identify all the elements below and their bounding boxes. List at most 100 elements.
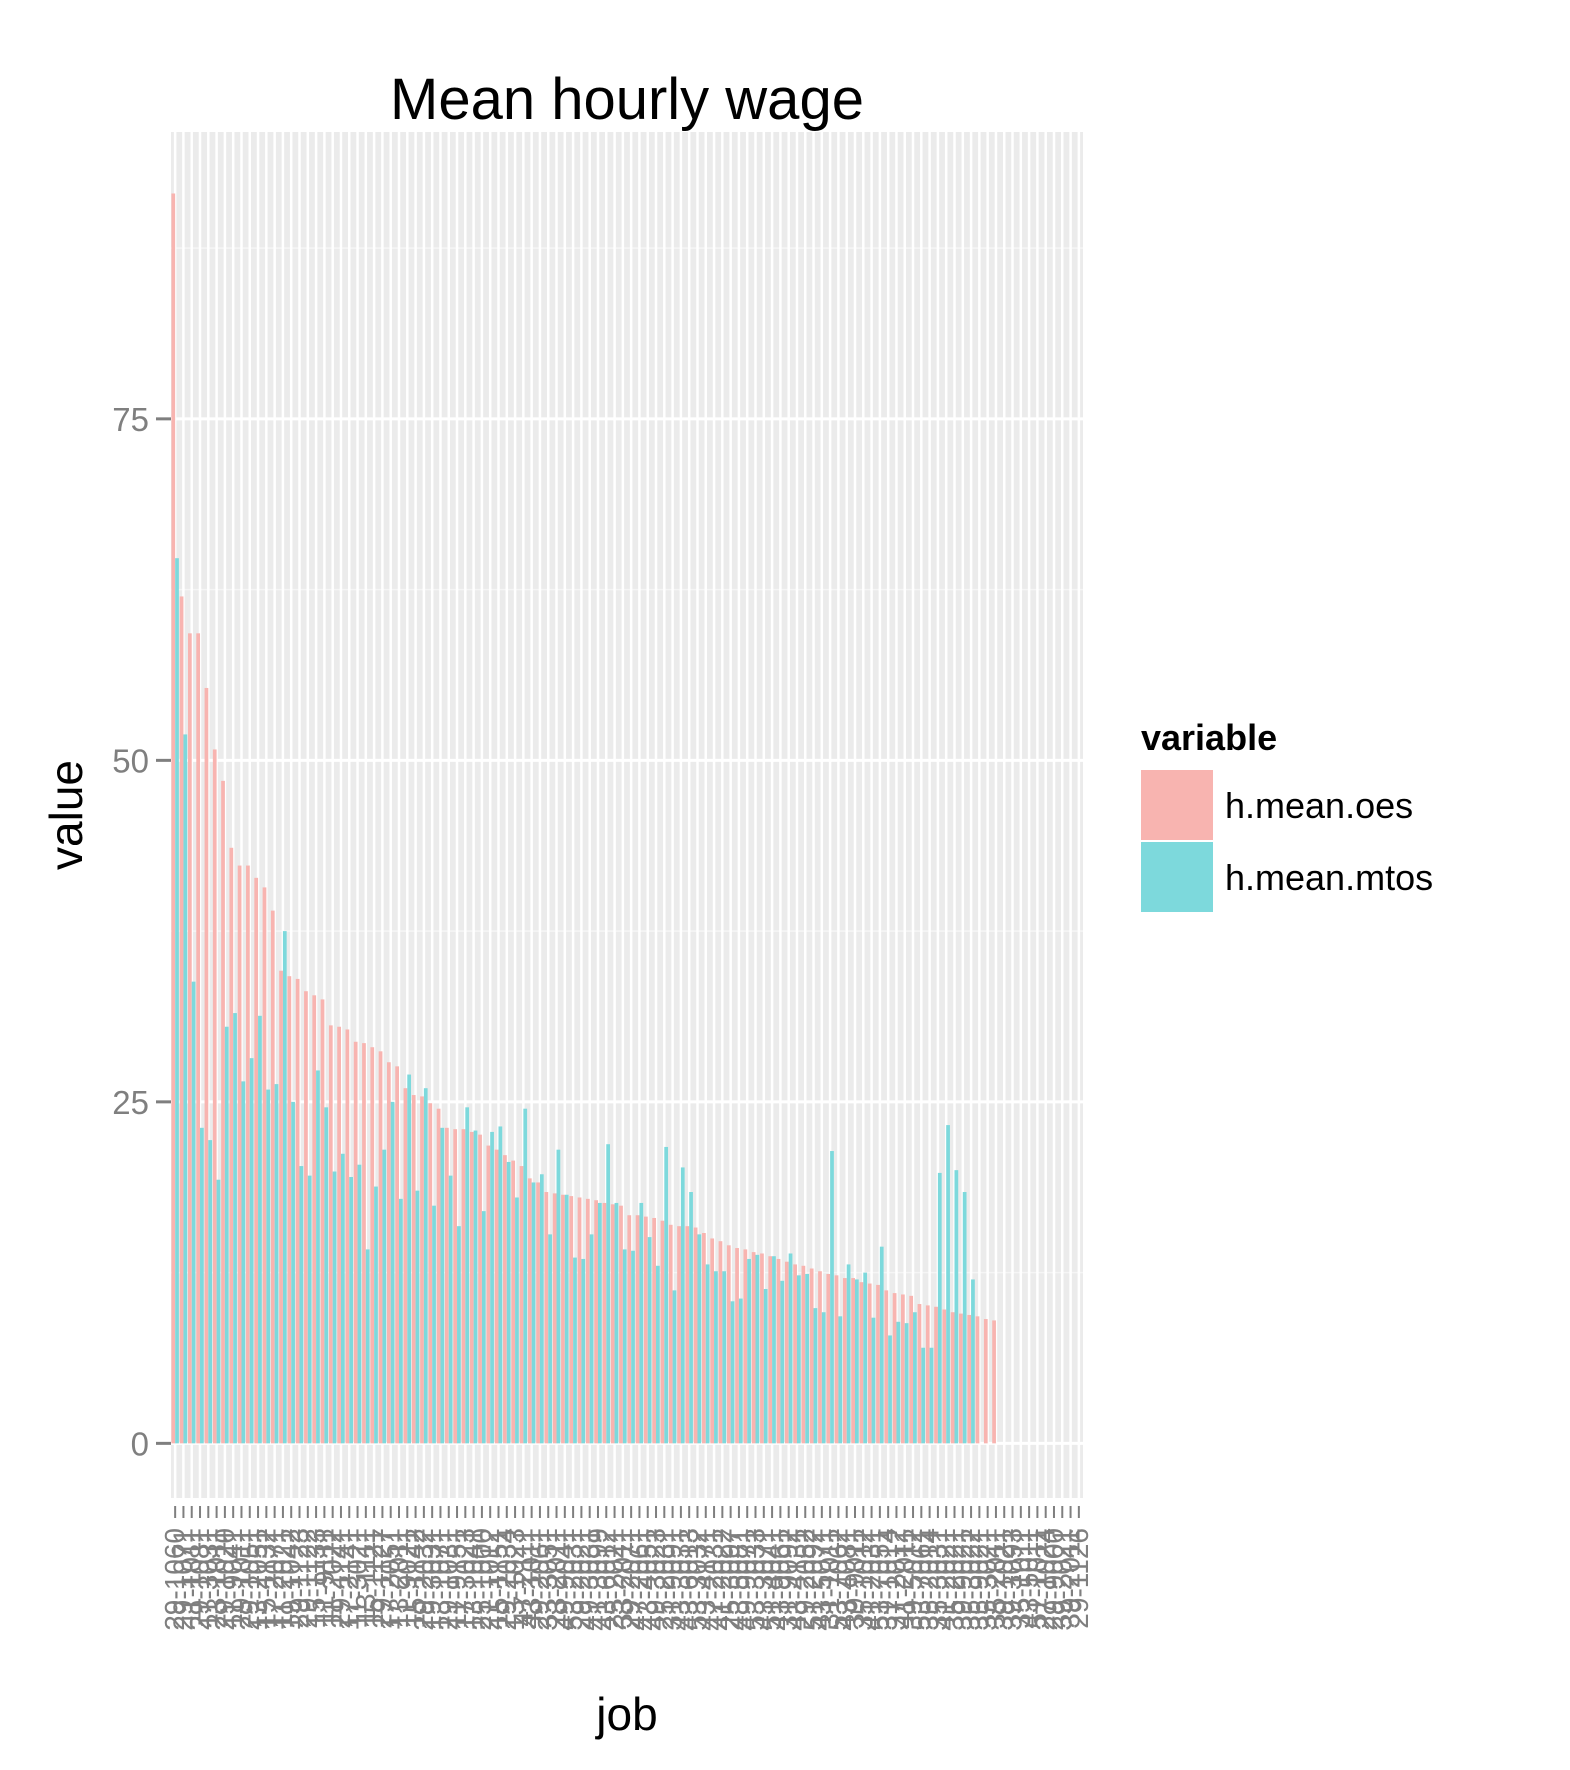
- x-tick-label: 39-9011: [839, 1528, 870, 1629]
- bar-h-mean-mtos: [631, 1250, 635, 1444]
- bar-h-mean-oes: [312, 995, 317, 1444]
- bar-h-mean-mtos: [830, 1151, 834, 1444]
- x-tick-label: 19-3031: [416, 1528, 447, 1631]
- bar-h-mean-oes: [196, 633, 201, 1444]
- x-tick-label: 11-9021: [391, 1528, 422, 1629]
- x-tick-label: 31-1011: [814, 1528, 845, 1629]
- bar-h-mean-mtos: [788, 1253, 793, 1444]
- bar-h-mean-oes: [627, 1215, 632, 1444]
- bar-h-mean-mtos: [407, 1074, 412, 1444]
- x-tick-label: 53-3032: [681, 1528, 712, 1631]
- bar-h-mean-mtos: [805, 1273, 809, 1444]
- x-tick-label: 11-3021: [342, 1528, 373, 1629]
- bar-h-mean-mtos: [523, 1108, 528, 1444]
- x-tick-label: 29-1051: [234, 1528, 265, 1631]
- bar-h-mean-oes: [254, 877, 259, 1444]
- bar-h-mean-mtos: [962, 1192, 967, 1444]
- bar-h-mean-oes: [793, 1264, 797, 1444]
- bar-h-mean-oes: [959, 1313, 963, 1444]
- x-tick-label: 21-1012: [474, 1528, 505, 1631]
- bar-h-mean-oes: [760, 1253, 764, 1444]
- bar-h-mean-mtos: [548, 1234, 552, 1444]
- bar-h-mean-mtos: [813, 1308, 818, 1444]
- x-tick-label: 15-1142: [400, 1528, 431, 1629]
- x-tick-label: 29-2071: [615, 1528, 646, 1631]
- bar-h-mean-oes: [179, 596, 184, 1444]
- x-tick-label: 49-3031: [574, 1528, 605, 1631]
- bar-h-mean-mtos: [714, 1271, 718, 1444]
- bar-h-mean-oes: [370, 1047, 375, 1444]
- bar-h-mean-oes: [295, 978, 300, 1444]
- x-tick-label: 35-3021: [972, 1528, 1003, 1631]
- bar-h-mean-oes: [735, 1248, 739, 1444]
- x-tick-label: 13-1023: [499, 1528, 530, 1631]
- bar-h-mean-oes: [901, 1294, 905, 1444]
- bar-h-mean-mtos: [432, 1205, 436, 1444]
- x-tick-label: 29-1031: [433, 1528, 464, 1631]
- bar-h-mean-oes: [718, 1241, 723, 1444]
- x-tick-label: 29-2061: [524, 1528, 555, 1631]
- x-tick-label: 33-3051: [532, 1528, 563, 1631]
- bar-h-mean-oes: [353, 1041, 358, 1444]
- x-tick-label: 35-1012: [847, 1528, 878, 1631]
- bar-h-mean-mtos: [855, 1279, 859, 1444]
- x-tick-label: 29-1127: [366, 1528, 397, 1629]
- bar-h-mean-mtos: [639, 1202, 644, 1444]
- bar-h-mean-oes: [610, 1204, 615, 1444]
- x-tick-label: 11-2022: [317, 1528, 348, 1629]
- x-tick-label: 25-1000: [466, 1528, 497, 1631]
- bar-h-mean-oes: [577, 1197, 582, 1444]
- x-tick-label: 29-1141: [325, 1528, 356, 1629]
- bar-h-mean-mtos: [175, 558, 179, 1444]
- x-tick-label: 29-1122: [292, 1528, 323, 1629]
- x-tick-label: 51-4041: [756, 1528, 787, 1631]
- bar-h-mean-oes: [212, 749, 217, 1444]
- x-tick-label: 25-3097: [715, 1528, 746, 1631]
- x-tick-label: 11-9041: [217, 1528, 248, 1629]
- bar-h-mean-mtos: [664, 1146, 669, 1444]
- bar-h-mean-mtos: [838, 1316, 843, 1444]
- bar-h-mean-mtos: [448, 1175, 453, 1444]
- bar-h-mean-oes: [536, 1182, 540, 1444]
- x-tick-label: 35-3022: [955, 1528, 986, 1631]
- bar-h-mean-mtos: [531, 1182, 536, 1444]
- bar-h-mean-mtos: [863, 1272, 868, 1444]
- bar-h-mean-mtos: [755, 1254, 760, 1444]
- x-tick-label: 11-3031: [192, 1528, 223, 1629]
- bar-h-mean-oes: [809, 1268, 814, 1444]
- x-tick-label: 13-1071: [424, 1528, 455, 1631]
- bar-h-mean-oes: [726, 1245, 731, 1444]
- bar-h-mean-oes: [768, 1256, 773, 1444]
- x-tick-label: 43-6013: [673, 1528, 704, 1631]
- x-tick-label: 29-1126: [1063, 1528, 1094, 1629]
- bar-h-mean-mtos: [490, 1131, 494, 1444]
- bar-h-mean-mtos: [846, 1264, 851, 1444]
- x-tick-label: 43-5081: [723, 1528, 754, 1631]
- x-tick-label: 31-9091: [657, 1528, 688, 1631]
- x-tick-label: 29-1011: [225, 1528, 256, 1629]
- x-tick-label: 39-5012: [897, 1528, 928, 1631]
- x-tick-label: 29-1123: [284, 1528, 315, 1629]
- bar-h-mean-oes: [668, 1224, 673, 1444]
- bar-h-mean-mtos: [871, 1317, 876, 1444]
- x-tick-label: 17-2141: [333, 1528, 364, 1631]
- bar-h-mean-oes: [884, 1290, 889, 1444]
- x-tick-label: 29-2032: [408, 1528, 439, 1631]
- bar-h-mean-mtos: [266, 1089, 271, 1444]
- plot-area: [171, 132, 1083, 1498]
- x-tick-label: 41-2031: [856, 1528, 887, 1631]
- x-tick-label: 11-9111: [308, 1528, 339, 1625]
- bar-h-mean-oes: [287, 976, 292, 1444]
- x-tick-label: 43-5011: [1013, 1528, 1044, 1629]
- x-tick-label: 25-2021: [599, 1528, 630, 1631]
- x-tick-label: 43-9061: [764, 1528, 795, 1631]
- bar-h-mean-oes: [975, 1316, 980, 1444]
- bar-h-mean-oes: [378, 1051, 383, 1444]
- bar-h-mean-oes: [950, 1312, 955, 1444]
- bar-h-mean-oes: [362, 1043, 366, 1444]
- x-tick-label: 51-2092: [798, 1528, 829, 1631]
- bar-h-mean-mtos: [415, 1190, 420, 1444]
- x-tick-label: 29-1020: [209, 1528, 240, 1631]
- bar-h-mean-oes: [527, 1178, 532, 1444]
- bars: [171, 193, 996, 1444]
